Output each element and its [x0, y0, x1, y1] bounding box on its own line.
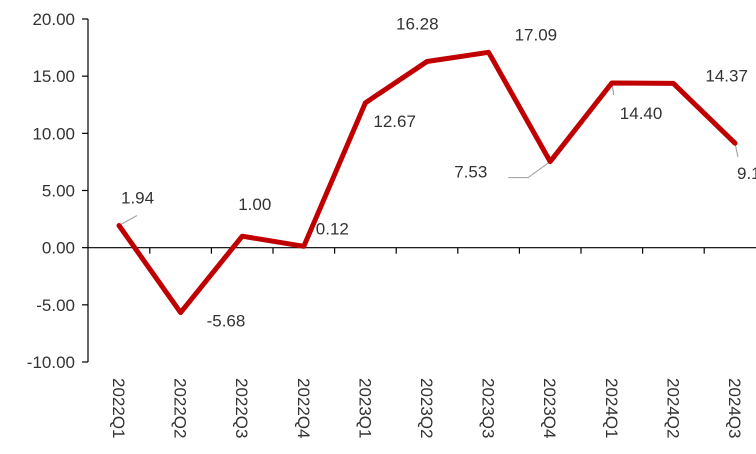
series-line: [116, 49, 738, 316]
x-tick-label: 2023Q1: [355, 378, 374, 439]
label-leader-line: [508, 161, 551, 179]
y-tick-label: 10.00: [32, 124, 75, 143]
y-tick-label: -5.00: [36, 296, 75, 315]
y-tick-label: 15.00: [32, 67, 75, 86]
data-label: 0.12: [316, 219, 349, 238]
series-line-group: [116, 49, 738, 316]
x-tick-label: 2022Q2: [171, 378, 190, 439]
data-label: 1.00: [238, 195, 271, 214]
data-label: 14.40: [620, 104, 663, 123]
y-axis: 20.00 15.00 10.00 5.00 0.00 -5.00 -10.00: [27, 10, 89, 372]
x-tick-label: 2024Q3: [725, 378, 744, 439]
data-label: 7.53: [454, 163, 487, 182]
x-tick-label: 2023Q3: [479, 378, 498, 438]
x-tick-label: 2023Q2: [417, 378, 436, 439]
label-leader-line: [118, 214, 138, 227]
x-axis: 2022Q1 2022Q2 2022Q3 2022Q4 2023Q1 2023Q2 2023…: [88, 247, 756, 439]
x-tick-label: 2024Q2: [663, 378, 682, 439]
data-label: 14.37: [705, 66, 748, 85]
y-tick-label: -10.00: [27, 353, 75, 372]
data-label: 17.09: [515, 25, 558, 44]
x-tick-label: 2024Q1: [602, 378, 621, 439]
data-label: 9.14: [737, 164, 756, 183]
data-label: -5.68: [207, 312, 246, 331]
data-label: 12.67: [373, 112, 416, 131]
data-labels: 1.94 -5.68 1.00 0.12 12.67 16.28 17.09 7.53 14.4…: [121, 15, 756, 331]
x-tick-label: 2023Q4: [540, 378, 559, 439]
y-tick-label: 0.00: [42, 239, 75, 258]
x-tick-label: 2022Q4: [294, 378, 313, 439]
x-tick-label: 2022Q3: [232, 378, 251, 439]
y-tick-label: 5.00: [42, 182, 75, 201]
x-tick-label: 2022Q1: [109, 378, 128, 439]
data-label: 1.94: [121, 188, 154, 207]
data-label: 16.28: [396, 15, 439, 34]
y-tick-label: 20.00: [32, 10, 75, 29]
